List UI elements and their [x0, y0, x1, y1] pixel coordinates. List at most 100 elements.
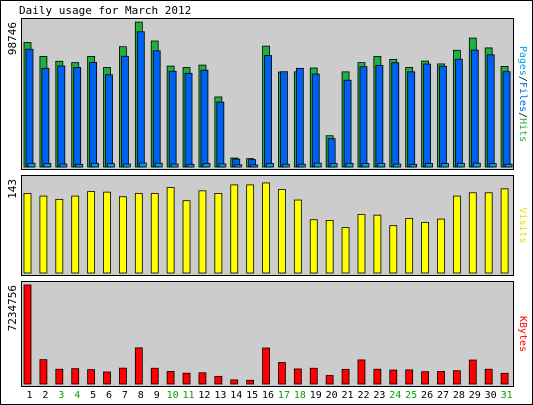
bar-visits-visits-day-15 [246, 184, 255, 274]
bar-visits-visits-day-7 [119, 196, 127, 274]
bar-kbytes-kbytes-day-31 [500, 372, 509, 385]
panel-hits-ylabel-part-2: Files [517, 82, 528, 112]
x-tick-label-day-26: 26 [421, 390, 433, 401]
bar-kbytes-kbytes-day-7 [119, 367, 127, 385]
bar-hits-files-day-19 [311, 73, 320, 168]
bar-hits-files-day-29 [470, 49, 479, 168]
bar-hits-pages-day-6 [107, 163, 115, 168]
x-axis-labels: 1 2 3 4 5 6 7 8 9 10 11 12 13 14 15 16 17 18 19 20 21 22 23 24 2… [26, 390, 512, 401]
bar-kbytes-kbytes-day-23 [373, 368, 382, 385]
bar-visits-visits-day-21 [341, 227, 350, 274]
bar-hits-pages-day-13 [218, 163, 227, 168]
x-tick-label-day-29: 29 [469, 390, 481, 401]
bar-visits-visits-day-20 [325, 220, 334, 274]
bar-hits-files-day-1 [25, 48, 34, 168]
bar-kbytes-kbytes-day-15 [246, 379, 255, 385]
x-tick-label-day-13: 13 [214, 390, 226, 401]
bar-hits-pages-day-15 [250, 164, 259, 168]
bar-hits-files-day-13 [216, 101, 225, 168]
bar-hits-pages-day-2 [43, 163, 52, 168]
bar-visits-visits-day-2 [39, 195, 48, 274]
bar-hits-files-day-24 [391, 62, 400, 168]
bar-kbytes-kbytes-day-22 [357, 359, 366, 385]
x-tick-label-day-21: 21 [342, 390, 354, 401]
x-tick-label-day-6: 6 [106, 390, 112, 401]
bar-hits-files-day-30 [486, 54, 495, 168]
bar-kbytes-kbytes-day-29 [468, 359, 477, 385]
bar-visits-visits-day-18 [293, 199, 302, 274]
bar-visits-visits-day-3 [55, 198, 64, 274]
bar-hits-pages-day-21 [345, 162, 354, 168]
x-tick-label-day-10: 10 [167, 390, 179, 401]
bar-hits-pages-day-22 [361, 163, 370, 168]
x-tick-label-day-9: 9 [154, 390, 160, 401]
panel-hits-ylabel: Pages/Files/Hits [517, 46, 528, 142]
bar-hits-files-day-17 [280, 71, 288, 168]
panel-hits-ylabel-part-0: Pages [517, 46, 528, 76]
x-tick-label-day-16: 16 [262, 390, 274, 401]
bar-visits-visits-day-8 [134, 193, 143, 274]
x-tick-label-day-18: 18 [294, 390, 306, 401]
bar-hits-pages-day-5 [91, 162, 100, 168]
bar-hits-files-day-27 [439, 65, 447, 168]
bar-hits-files-day-8 [136, 31, 145, 168]
bar-kbytes-kbytes-day-18 [293, 368, 302, 385]
bar-visits-visits-day-22 [357, 214, 366, 274]
x-tick-label-day-15: 15 [246, 390, 258, 401]
x-tick-label-day-4: 4 [74, 390, 80, 401]
bar-kbytes-kbytes-day-17 [278, 362, 286, 385]
bar-kbytes-kbytes-day-14 [230, 379, 239, 385]
panel-visits-ylabel-part-0: Visits [517, 207, 528, 243]
bar-kbytes-kbytes-day-11 [182, 372, 191, 385]
bar-hits-pages-day-1 [27, 162, 36, 168]
bar-hits-files-day-26 [423, 63, 431, 168]
bar-hits-files-day-10 [168, 70, 177, 168]
bar-hits-pages-day-14 [234, 164, 243, 168]
bar-kbytes-kbytes-day-2 [39, 359, 48, 385]
bar-hits-pages-day-9 [154, 162, 163, 168]
x-tick-label-day-3: 3 [58, 390, 64, 401]
bar-visits-visits-day-14 [230, 184, 239, 274]
bar-hits-pages-day-8 [138, 162, 147, 168]
bar-kbytes-kbytes-day-27 [437, 371, 445, 385]
bar-visits-visits-day-16 [262, 182, 270, 274]
bar-visits-visits-day-4 [71, 195, 80, 274]
bar-hits-pages-day-4 [75, 163, 84, 168]
bar-hits-files-day-4 [73, 67, 82, 168]
bar-hits-pages-day-7 [123, 163, 131, 168]
x-tick-label-day-7: 7 [122, 390, 128, 401]
bar-kbytes-kbytes-day-4 [71, 368, 80, 385]
bar-kbytes-kbytes-day-9 [150, 367, 159, 385]
x-tick-label-day-28: 28 [453, 390, 465, 401]
bar-hits-pages-day-29 [472, 162, 481, 168]
bar-visits-visits-day-29 [468, 192, 477, 274]
bar-visits-visits-day-11 [182, 200, 191, 274]
bar-kbytes-kbytes-day-21 [341, 368, 350, 385]
bar-kbytes-kbytes-day-1 [23, 284, 32, 385]
x-tick-label-day-23: 23 [373, 390, 385, 401]
bar-hits-pages-day-18 [297, 163, 306, 168]
bar-hits-files-day-2 [41, 67, 50, 168]
bar-kbytes-kbytes-day-8 [134, 347, 143, 385]
x-tick-label-day-24: 24 [389, 390, 401, 401]
x-tick-label-day-11: 11 [183, 390, 195, 401]
bar-hits-files-day-16 [264, 55, 272, 168]
x-tick-label-day-20: 20 [326, 390, 338, 401]
x-tick-label-day-1: 1 [26, 390, 32, 401]
panel-kbytes-ylabel-part-0: KBytes [517, 316, 528, 352]
bar-hits-pages-day-16 [266, 163, 274, 168]
panel-hits-ylabel-part-1: / [517, 76, 528, 82]
bar-hits-files-day-25 [407, 71, 416, 168]
bar-hits-pages-day-11 [186, 163, 195, 168]
bar-hits-pages-day-23 [377, 163, 386, 168]
x-tick-label-day-17: 17 [278, 390, 290, 401]
panel-kbytes: 7234756 KBytes [6, 281, 528, 387]
bar-visits-visits-day-19 [309, 219, 318, 274]
bar-hits-files-day-7 [121, 55, 129, 168]
bar-kbytes-kbytes-day-13 [214, 375, 223, 385]
bar-kbytes-kbytes-day-20 [325, 375, 334, 385]
bar-visits-visits-day-13 [214, 193, 223, 274]
bar-hits-pages-day-17 [282, 163, 290, 168]
